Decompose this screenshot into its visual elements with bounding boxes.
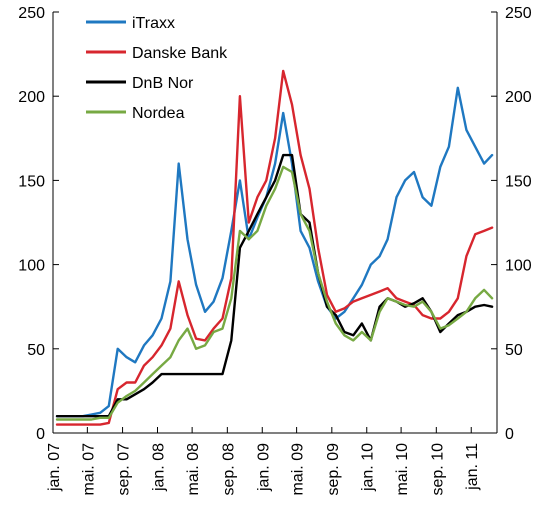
- axes: 0 0 50 50 100 100 150 150 200 200 250 250 jan. 07 mai…: [18, 5, 532, 495]
- y-tick-label-right: 250: [505, 5, 532, 22]
- series-line-dnb-nor: [55, 153, 494, 418]
- x-tick-label: jan. 11: [464, 443, 481, 491]
- y-tick-label-left: 50: [27, 342, 45, 359]
- x-tick-label: sep. 09: [325, 443, 342, 496]
- x-tick-label: mai. 10: [394, 443, 411, 496]
- y-tick-label-left: 0: [36, 426, 45, 443]
- x-tick-label: sep. 07: [116, 443, 133, 496]
- series-line-danske-bank: [55, 69, 494, 426]
- series-line-nordea: [55, 165, 494, 421]
- y-tick-label-left: 200: [18, 89, 45, 106]
- x-tick-label: jan. 10: [360, 443, 377, 492]
- x-tick-label: jan. 07: [46, 443, 63, 492]
- legend-label-dnb-nor: DnB Nor: [132, 75, 194, 92]
- y-tick-label-right: 150: [505, 173, 532, 190]
- series-line-itraxx: [55, 86, 494, 418]
- x-tick-label: mai. 07: [80, 443, 97, 496]
- x-tick-label: sep. 08: [220, 443, 237, 496]
- y-tick-label-left: 250: [18, 5, 45, 22]
- y-tick-label-right: 50: [505, 342, 523, 359]
- x-tick-label: mai. 08: [185, 443, 202, 496]
- legend: iTraxx Danske Bank DnB Nor Nordea: [86, 15, 228, 122]
- plot-area: [55, 69, 494, 426]
- y-tick-label-left: 100: [18, 258, 45, 275]
- x-tick-label: sep. 10: [429, 443, 446, 496]
- y-tick-label-right: 0: [505, 426, 514, 443]
- legend-label-danske-bank: Danske Bank: [132, 45, 228, 62]
- legend-label-nordea: Nordea: [132, 105, 185, 122]
- y-tick-label-right: 200: [505, 89, 532, 106]
- x-tick-label: jan. 09: [255, 443, 272, 492]
- y-tick-label-right: 100: [505, 258, 532, 275]
- y-tick-label-left: 150: [18, 173, 45, 190]
- x-tick-label: jan. 08: [150, 443, 167, 492]
- legend-label-itraxx: iTraxx: [132, 15, 175, 32]
- x-tick-label: mai. 09: [290, 443, 307, 496]
